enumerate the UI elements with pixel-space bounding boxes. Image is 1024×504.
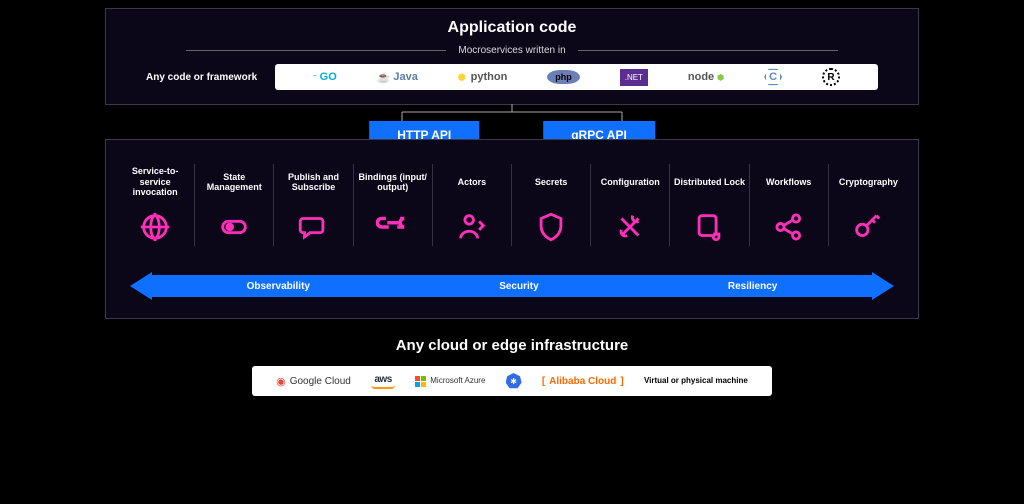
cloud-physical: Virtual or physical machine — [644, 377, 748, 386]
block-config: Configuration — [591, 164, 670, 246]
azure-icon — [415, 376, 426, 387]
any-code-label: Any code or framework — [146, 72, 257, 83]
top-subtitle: Mocroservices written in — [458, 45, 565, 56]
cloud-alibaba: Alibaba Cloud — [542, 376, 624, 387]
block-label: Actors — [458, 164, 487, 200]
lang-php: php — [547, 70, 580, 84]
lang-node: node — [688, 71, 724, 83]
block-label: Service-to-service invocation — [118, 164, 192, 200]
block-label: Cryptography — [839, 164, 898, 200]
globe-icon — [138, 210, 172, 246]
link-icon — [376, 210, 410, 246]
block-crypto: Cryptography — [829, 164, 908, 246]
cloud-azure: Microsoft Azure — [415, 376, 485, 387]
chat-icon — [296, 210, 330, 246]
block-label: Publish and Subscribe — [276, 164, 350, 200]
application-code-panel: Application code Mocroservices written i… — [105, 8, 919, 105]
block-workflows: Workflows — [750, 164, 829, 246]
building-blocks-grid: Service-to-service invocation State Mana… — [116, 164, 908, 246]
crosscut-resiliency: Resiliency — [728, 281, 777, 292]
building-blocks-panel: Service-to-service invocation State Mana… — [105, 139, 919, 319]
cloud-gcp: Google Cloud — [276, 375, 351, 388]
shield-icon — [534, 210, 568, 246]
block-label: Configuration — [601, 164, 660, 200]
toggle-icon — [217, 210, 251, 246]
key-icon — [851, 210, 885, 246]
lang-rust: R — [822, 68, 840, 86]
top-title: Application code — [146, 19, 878, 37]
block-svc-invoke: Service-to-service invocation — [116, 164, 195, 246]
block-pubsub: Publish and Subscribe — [274, 164, 353, 246]
arrow-right-icon — [872, 272, 894, 300]
lang-go: ~GO — [313, 71, 337, 83]
tools-icon — [613, 210, 647, 246]
block-label: Distributed Lock — [674, 164, 745, 200]
block-actors: Actors — [433, 164, 512, 246]
crosscut-observability: Observability — [247, 281, 310, 292]
block-label: Workflows — [766, 164, 811, 200]
cloud-aws: aws — [371, 374, 395, 389]
lock-icon — [692, 210, 726, 246]
cloud-strip: Google Cloud aws Microsoft Azure ✱ Aliba… — [252, 366, 772, 396]
lang-python: python — [458, 71, 508, 83]
block-label: Bindings (input/ output) — [356, 164, 430, 200]
block-label: State Management — [197, 164, 271, 200]
connector-area: HTTP API gRPC API — [105, 105, 919, 139]
block-bindings: Bindings (input/ output) — [354, 164, 433, 246]
user-icon — [455, 210, 489, 246]
language-strip: ~GO Java python php .NET node C R — [275, 64, 878, 90]
graph-icon — [772, 210, 806, 246]
crosscut-security: Security — [499, 281, 538, 292]
block-label: Secrets — [535, 164, 568, 200]
k8s-icon: ✱ — [506, 373, 522, 389]
block-secrets: Secrets — [512, 164, 591, 246]
lang-dotnet: .NET — [620, 69, 648, 86]
lang-cpp: C — [764, 68, 782, 86]
crosscutting-arrow: Observability Security Resiliency — [130, 272, 894, 300]
block-state: State Management — [195, 164, 274, 246]
cloud-k8s: ✱ — [506, 373, 522, 389]
bottom-title: Any cloud or edge infrastructure — [105, 337, 919, 354]
block-dlock: Distributed Lock — [670, 164, 749, 246]
arrow-left-icon — [130, 272, 152, 300]
lang-java: Java — [377, 71, 418, 84]
